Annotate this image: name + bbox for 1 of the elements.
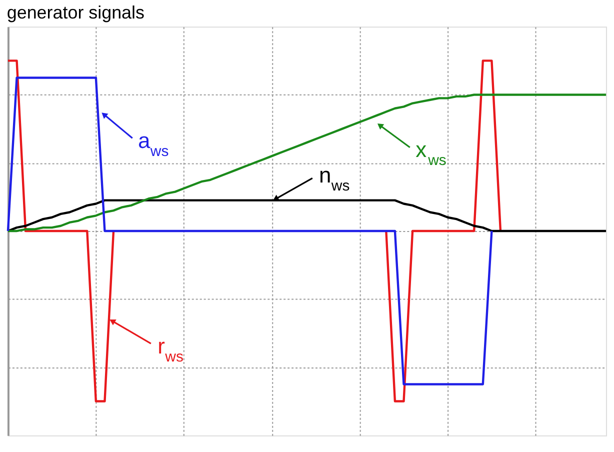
chart-title: generator signals [6,2,145,23]
